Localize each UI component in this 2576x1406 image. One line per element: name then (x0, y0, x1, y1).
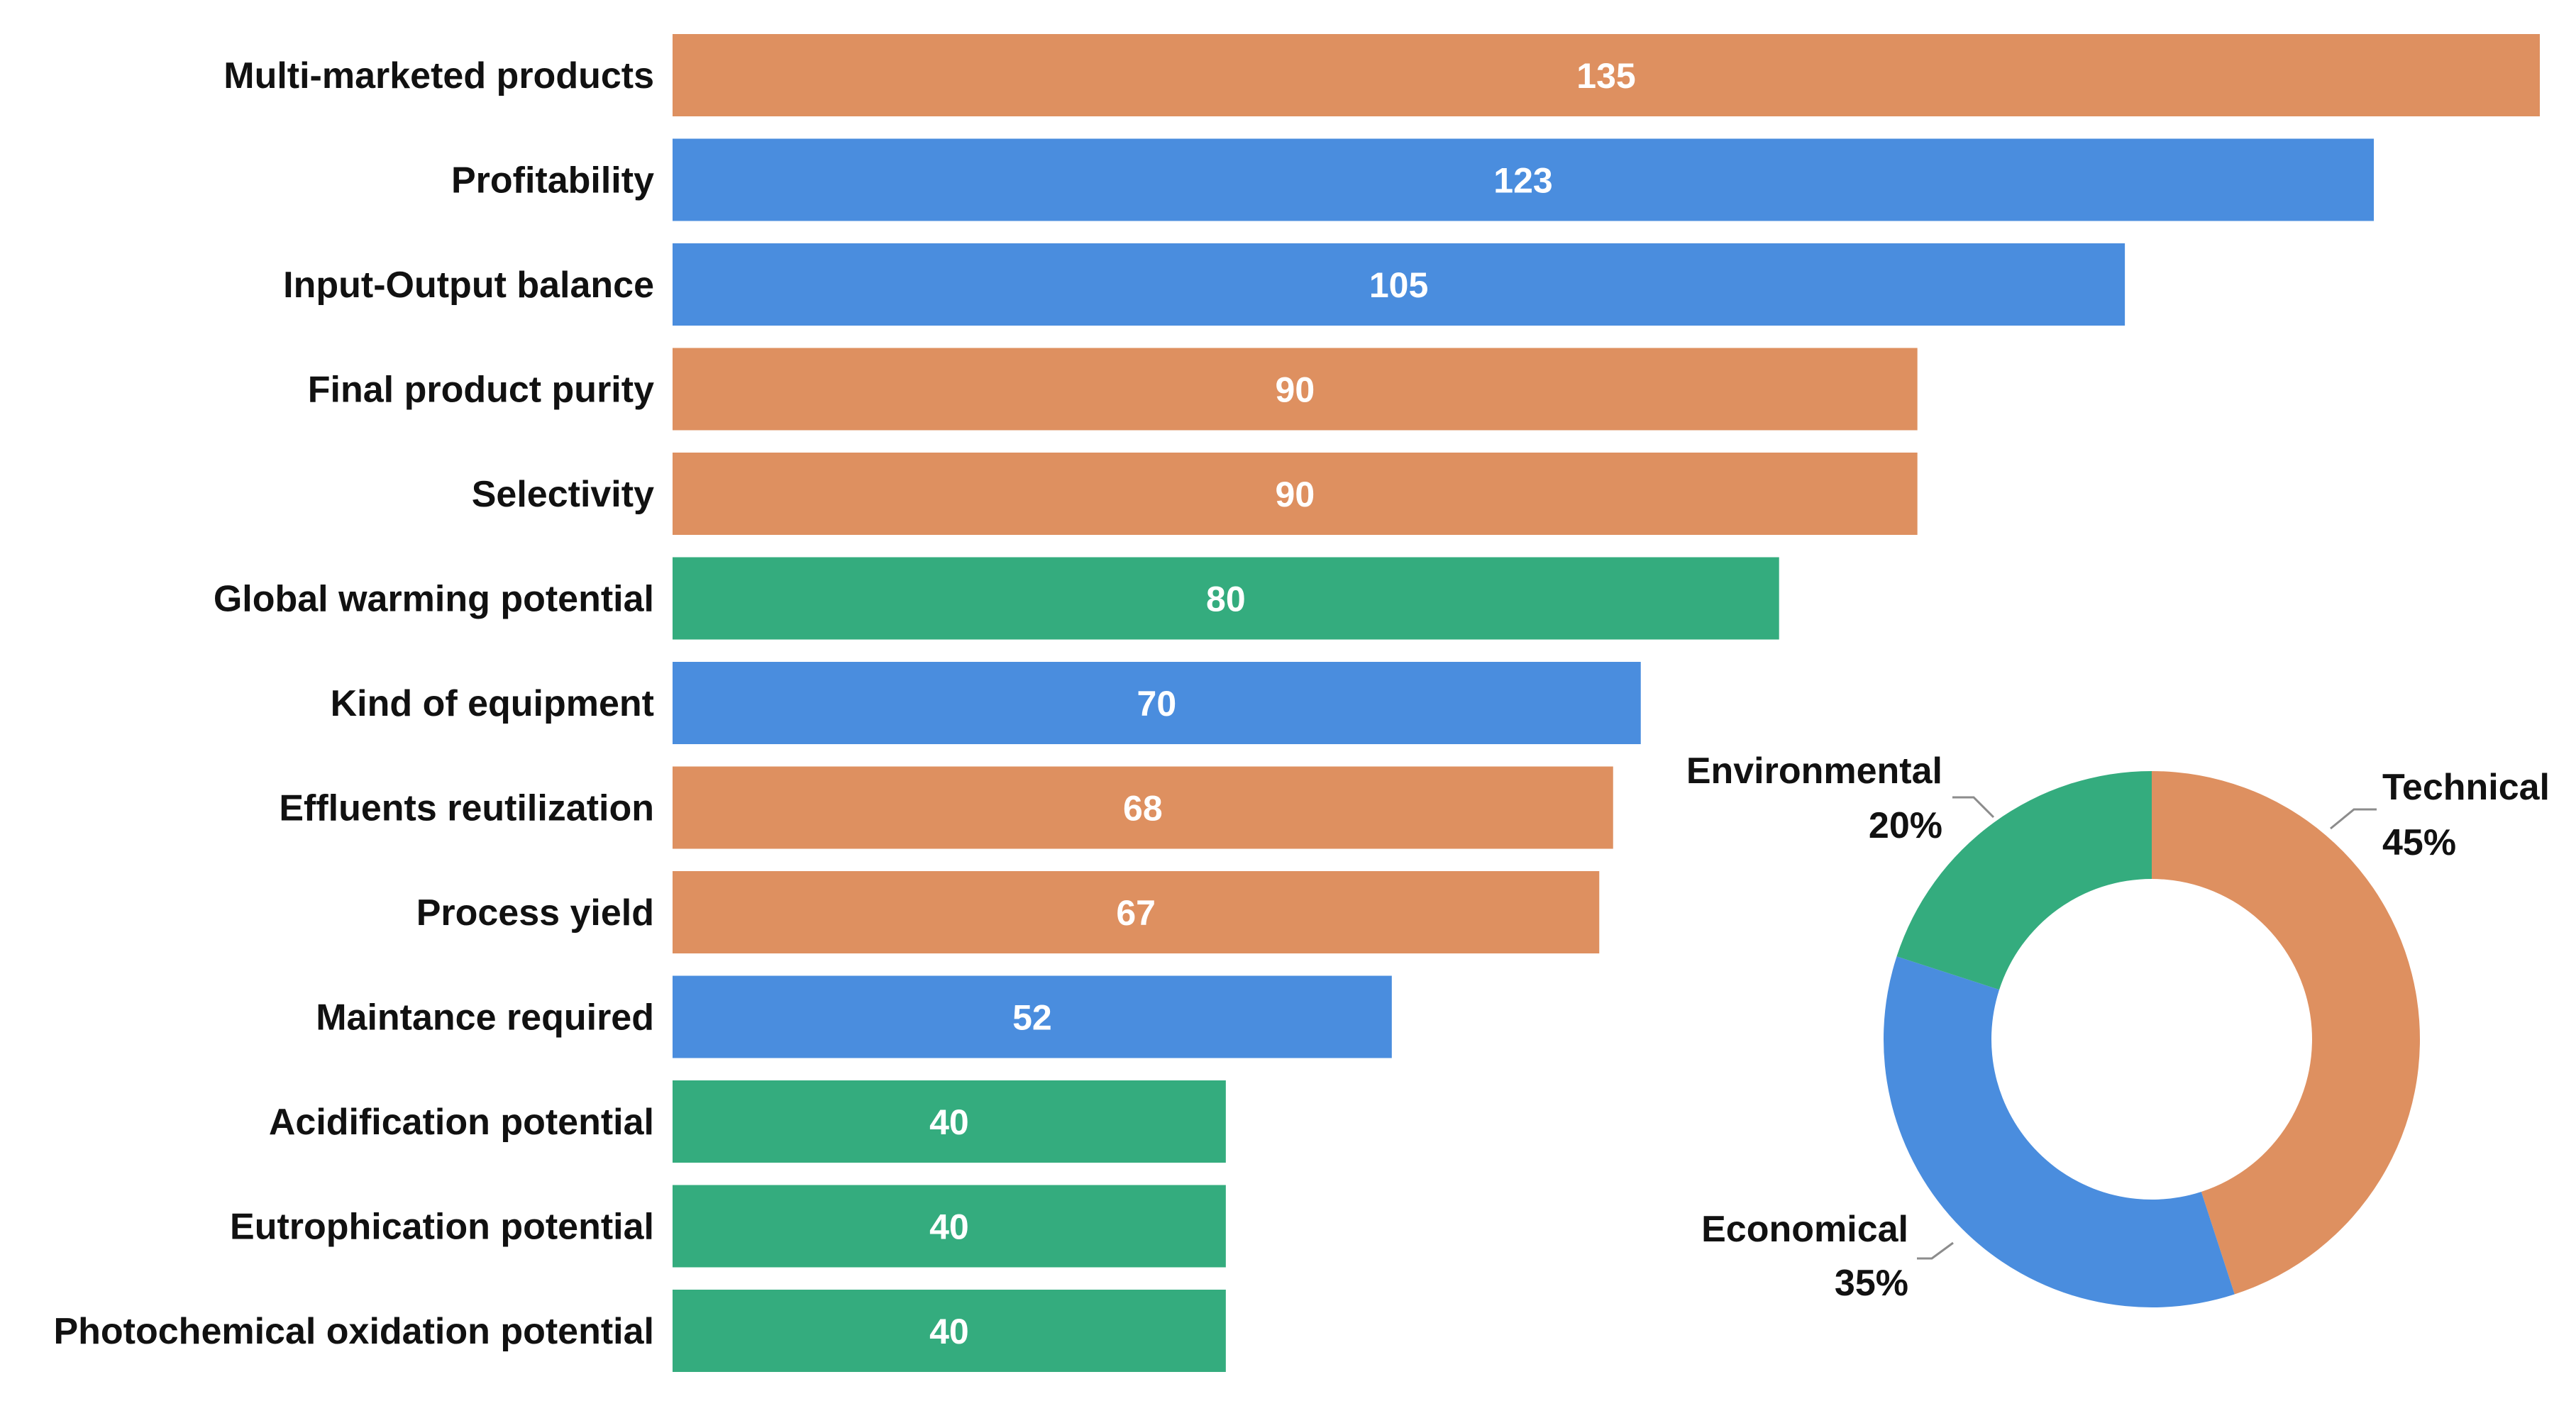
bar-maintance-required (673, 975, 1392, 1058)
category-label-kind-of-equipment: Kind of equipment (331, 683, 654, 724)
donut-percent-economical: 35% (1835, 1263, 1908, 1304)
donut-slice-economical (1883, 956, 2235, 1307)
bar-value-photochemical-oxidation-potential: 40 (929, 1312, 969, 1351)
donut-slice-environmental (1896, 771, 2152, 990)
category-label-effluents-reutilization: Effluents reutilization (279, 788, 654, 829)
bar-global-warming-potential (673, 557, 1779, 640)
bar-multi-marketed-products (673, 34, 2540, 116)
category-label-photochemical-oxidation-potential: Photochemical oxidation potential (53, 1311, 654, 1352)
category-label-multi-marketed-products: Multi-marketed products (223, 55, 654, 96)
bar-value-multi-marketed-products: 135 (1576, 56, 1635, 96)
criteria-bar-chart: Multi-marketed products 135 Profitability 1… (53, 34, 2540, 1372)
bar-value-acidification-potential: 40 (929, 1102, 969, 1142)
bar-eutrophication-potential (673, 1185, 1226, 1268)
bar-photochemical-oxidation-potential (673, 1290, 1226, 1372)
category-label-input-output-balance: Input-Output balance (283, 265, 654, 306)
donut-percent-technical: 45% (2382, 822, 2456, 863)
category-label-selectivity: Selectivity (472, 474, 654, 515)
donut-label-technical: Technical (2382, 767, 2550, 808)
bar-acidification-potential (673, 1080, 1226, 1163)
donut-percent-environmental: 20% (1869, 805, 1942, 846)
bar-input-output-balance (673, 243, 2126, 326)
bar-value-effluents-reutilization: 68 (1123, 789, 1163, 829)
category-label-global-warming-potential: Global warming potential (214, 579, 654, 620)
category-label-final-product-purity: Final product purity (308, 370, 654, 411)
bar-final-product-purity (673, 348, 1918, 431)
bar-value-global-warming-potential: 80 (1206, 580, 1246, 619)
bar-value-final-product-purity: 90 (1276, 370, 1315, 410)
category-label-acidification-potential: Acidification potential (269, 1102, 654, 1143)
bar-value-maintance-required: 52 (1012, 998, 1052, 1038)
donut-label-economical: Economical (1701, 1209, 1908, 1250)
leader-line-environmental (1952, 796, 1995, 819)
bar-effluents-reutilization (673, 766, 1613, 849)
leader-line-economical (1917, 1241, 1954, 1260)
bar-profitability (673, 138, 2375, 221)
donut-slice-technical (2152, 771, 2420, 1295)
category-label-profitability: Profitability (451, 160, 654, 201)
bar-process-yield (673, 871, 1600, 953)
category-label-maintance-required: Maintance required (316, 997, 654, 1039)
category-label-eutrophication-potential: Eutrophication potential (230, 1207, 654, 1248)
bar-kind-of-equipment (673, 662, 1641, 744)
bar-selectivity (673, 453, 1918, 535)
bar-value-selectivity: 90 (1276, 475, 1315, 514)
donut-label-environmental: Environmental (1686, 751, 1942, 792)
leader-line-technical (2330, 808, 2377, 830)
bar-value-input-output-balance: 105 (1369, 265, 1428, 305)
bar-value-eutrophication-potential: 40 (929, 1207, 969, 1247)
category-label-process-yield: Process yield (416, 892, 654, 934)
category-donut-chart: Technical 45% Economical 35% Environmental 20… (1686, 751, 2550, 1307)
bar-value-process-yield: 67 (1116, 893, 1156, 933)
bar-value-kind-of-equipment: 70 (1137, 684, 1177, 724)
bar-value-profitability: 123 (1493, 161, 1552, 201)
